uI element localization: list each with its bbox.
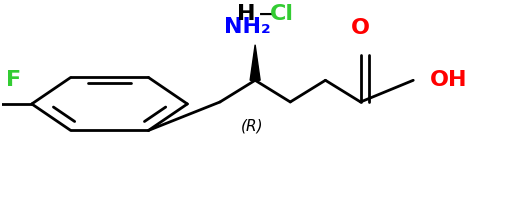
Text: F: F bbox=[6, 70, 21, 90]
Text: (R): (R) bbox=[241, 118, 264, 133]
Text: OH: OH bbox=[430, 70, 467, 90]
Text: −: − bbox=[258, 5, 274, 24]
Text: NH₂: NH₂ bbox=[224, 17, 271, 37]
Text: H: H bbox=[236, 4, 255, 24]
Text: O: O bbox=[351, 18, 370, 38]
Polygon shape bbox=[250, 45, 260, 80]
Text: Cl: Cl bbox=[270, 4, 294, 24]
